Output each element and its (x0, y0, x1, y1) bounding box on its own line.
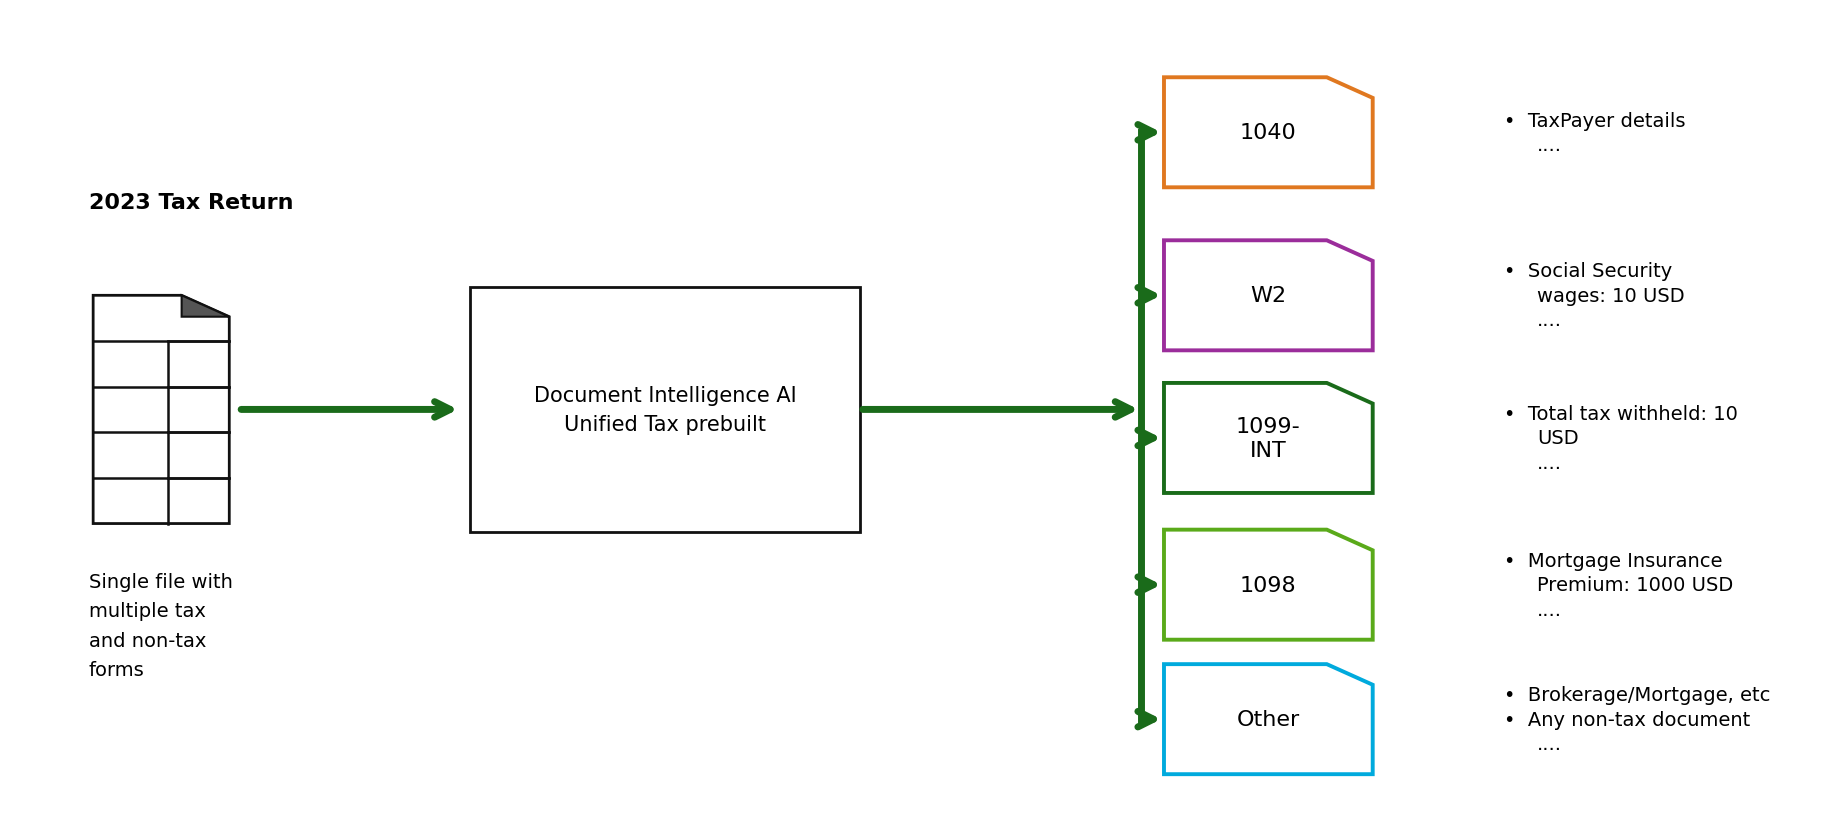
Polygon shape (181, 296, 229, 317)
Text: •  Brokerage/Mortgage, etc: • Brokerage/Mortgage, etc (1504, 686, 1771, 705)
Text: USD: USD (1537, 429, 1579, 448)
Polygon shape (1164, 78, 1373, 188)
Text: •  Any non-tax document: • Any non-tax document (1504, 710, 1751, 729)
Text: ....: .... (1537, 454, 1563, 472)
Text: ....: .... (1537, 310, 1563, 330)
Text: ....: .... (1537, 734, 1563, 753)
Text: •  Social Security: • Social Security (1504, 262, 1673, 281)
Polygon shape (1164, 664, 1373, 774)
Text: 1098: 1098 (1240, 575, 1297, 595)
Text: 1099-
INT: 1099- INT (1236, 416, 1301, 460)
Text: Other: Other (1236, 710, 1301, 729)
Text: Single file with
multiple tax
and non-tax
forms: Single file with multiple tax and non-ta… (89, 572, 232, 679)
Text: wages: 10 USD: wages: 10 USD (1537, 286, 1684, 306)
FancyBboxPatch shape (470, 288, 860, 532)
Text: ....: .... (1537, 136, 1563, 155)
Polygon shape (1164, 383, 1373, 493)
Text: Premium: 1000 USD: Premium: 1000 USD (1537, 575, 1732, 595)
Text: W2: W2 (1251, 286, 1286, 306)
Text: •  TaxPayer details: • TaxPayer details (1504, 112, 1686, 130)
Polygon shape (92, 296, 229, 524)
Text: 1040: 1040 (1240, 123, 1297, 143)
Polygon shape (1164, 241, 1373, 351)
Text: ....: .... (1537, 600, 1563, 619)
Text: •  Mortgage Insurance: • Mortgage Insurance (1504, 551, 1723, 570)
Text: Document Intelligence AI
Unified Tax prebuilt: Document Intelligence AI Unified Tax pre… (533, 385, 797, 435)
Text: 2023 Tax Return: 2023 Tax Return (89, 192, 293, 212)
Text: •  Total tax withheld: 10: • Total tax withheld: 10 (1504, 405, 1738, 423)
Polygon shape (1164, 530, 1373, 640)
